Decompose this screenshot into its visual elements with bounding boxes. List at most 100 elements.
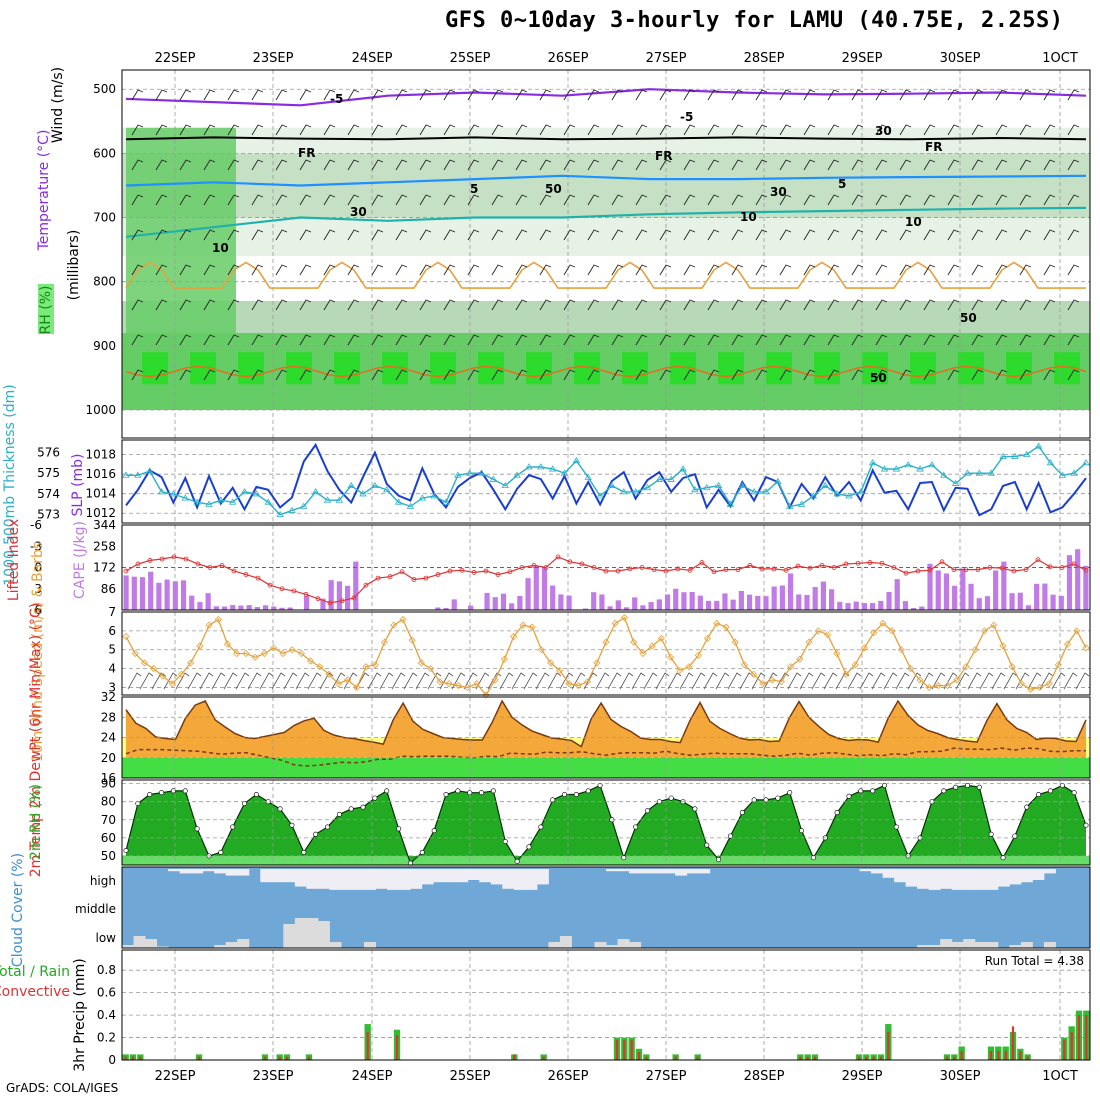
cloud-low-cell <box>225 942 238 948</box>
wind-barb <box>707 229 720 241</box>
rh-marker <box>372 795 378 801</box>
wind-barb <box>659 194 672 206</box>
cape-bar <box>738 590 744 610</box>
wind-speed-marker <box>325 670 333 678</box>
rh-marker <box>194 826 200 832</box>
page-title: GFS 0~10day 3-hourly for LAMU (40.75E, 2… <box>445 8 1064 33</box>
cloud-high-cell <box>364 869 377 890</box>
rh-tick: 70 <box>101 813 116 827</box>
li-tick: 0 <box>34 561 42 575</box>
wind-barb <box>803 264 816 276</box>
cape-bar <box>927 563 933 610</box>
ylabel-pressure: (millibars) <box>66 230 82 301</box>
wind-barb <box>323 334 336 346</box>
wind-barb <box>371 229 384 241</box>
surface-wind-barb <box>631 672 646 690</box>
rh-marker <box>479 790 485 796</box>
wind-barb <box>779 194 792 206</box>
wind-barb <box>659 369 672 381</box>
cape-bar <box>1025 605 1032 610</box>
wind-barb <box>659 124 672 136</box>
wind-barb <box>563 264 576 276</box>
surface-wind-barb <box>595 672 610 690</box>
cape-bar <box>919 606 925 610</box>
wind-barb <box>875 264 888 276</box>
thickness-marker <box>442 498 450 505</box>
surface-wind-barb <box>607 672 622 690</box>
cape-bar <box>468 605 474 610</box>
wind-speed-marker <box>759 680 767 688</box>
wind-barb <box>371 89 384 101</box>
footer-credit: GrADS: COLA/IGES <box>6 1081 119 1095</box>
wind-speed-marker <box>897 646 905 654</box>
thickness-marker <box>1046 459 1055 466</box>
cape-bar <box>648 602 654 610</box>
cloud-high-cell <box>940 869 953 889</box>
wind-barb <box>899 229 912 241</box>
wind-speed-marker <box>390 621 398 629</box>
cloud-high-cell <box>467 869 480 880</box>
li-tick: 6 <box>34 603 42 617</box>
cape-bar <box>730 599 736 610</box>
cloud-high-cell <box>997 869 1010 887</box>
wind-barb <box>371 264 384 276</box>
lifted-index-marker <box>279 586 285 592</box>
wind-speed-marker <box>288 646 296 654</box>
thickness-marker <box>809 492 818 499</box>
lifted-index-marker <box>123 568 129 574</box>
wind-barb <box>203 229 216 241</box>
surface-wind-barb <box>859 672 874 690</box>
lifted-index-marker <box>507 569 513 575</box>
wind-speed-marker <box>971 646 979 654</box>
cloud-level-label: high <box>90 874 116 888</box>
lifted-index-marker <box>747 562 753 568</box>
precip-convective-bar <box>395 1035 399 1060</box>
wind-barb <box>659 89 672 101</box>
wind-barb <box>443 89 456 101</box>
wind-barb <box>467 194 480 206</box>
wind-barb <box>875 159 888 171</box>
contour-label: -5 <box>680 110 693 124</box>
surface-wind-barb <box>583 672 598 690</box>
date-label-bottom: 25SEP <box>450 1069 491 1084</box>
thickness-marker <box>774 477 782 484</box>
wind-barb <box>155 299 168 311</box>
thickness-tick: 575 <box>37 466 60 480</box>
wind-barb <box>1043 124 1056 136</box>
wind-barb <box>683 299 696 311</box>
cape-bar <box>344 585 351 610</box>
wind-speed-marker <box>648 642 656 650</box>
cloud-low-cell <box>237 939 250 948</box>
surface-wind-barb <box>427 672 442 690</box>
wind-barb <box>635 124 648 136</box>
lifted-index-marker <box>699 560 705 565</box>
thickness-marker <box>383 486 391 493</box>
lifted-index-marker <box>255 575 261 581</box>
lifted-index-marker <box>135 561 141 567</box>
lifted-index-marker <box>615 568 621 574</box>
cape-bar <box>845 603 851 610</box>
wind-speed-marker <box>768 676 776 684</box>
lifted-index-marker <box>927 567 933 573</box>
wind-barb <box>275 124 288 136</box>
cape-bar <box>525 578 531 610</box>
cloud-high-cell <box>882 869 895 878</box>
cape-bar <box>746 594 753 610</box>
wind-barb <box>683 124 696 136</box>
cape-bar <box>615 600 621 610</box>
wind-barb <box>419 334 432 346</box>
cape-bar <box>131 576 137 610</box>
lifted-index-marker <box>267 582 273 588</box>
wind-speed-marker <box>214 615 222 624</box>
wind-barb <box>275 194 288 206</box>
isotherm-5 <box>125 174 1087 187</box>
lifted-index-marker <box>915 568 921 574</box>
wind-barb <box>275 264 288 276</box>
rh-marker <box>1071 790 1077 796</box>
wind-barb <box>395 334 408 346</box>
wind-barb <box>467 229 480 241</box>
cape-bar <box>1042 583 1048 610</box>
wind-barb <box>203 159 216 171</box>
surface-wind-barb <box>823 672 838 690</box>
cloud-low-cell <box>963 939 976 948</box>
